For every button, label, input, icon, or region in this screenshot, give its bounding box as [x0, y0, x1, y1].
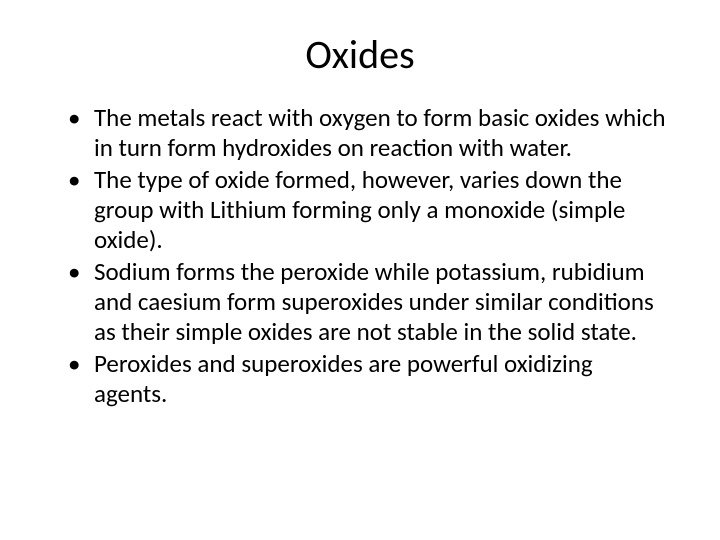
- bullet-item: The type of oxide formed, however, varie…: [78, 165, 670, 255]
- bullet-item: The metals react with oxygen to form bas…: [78, 103, 670, 163]
- bullet-item: Sodium forms the peroxide while potassiu…: [78, 257, 670, 347]
- slide-title: Oxides: [50, 30, 670, 79]
- bullet-list: The metals react with oxygen to form bas…: [50, 103, 670, 409]
- bullet-item: Peroxides and superoxides are powerful o…: [78, 349, 670, 409]
